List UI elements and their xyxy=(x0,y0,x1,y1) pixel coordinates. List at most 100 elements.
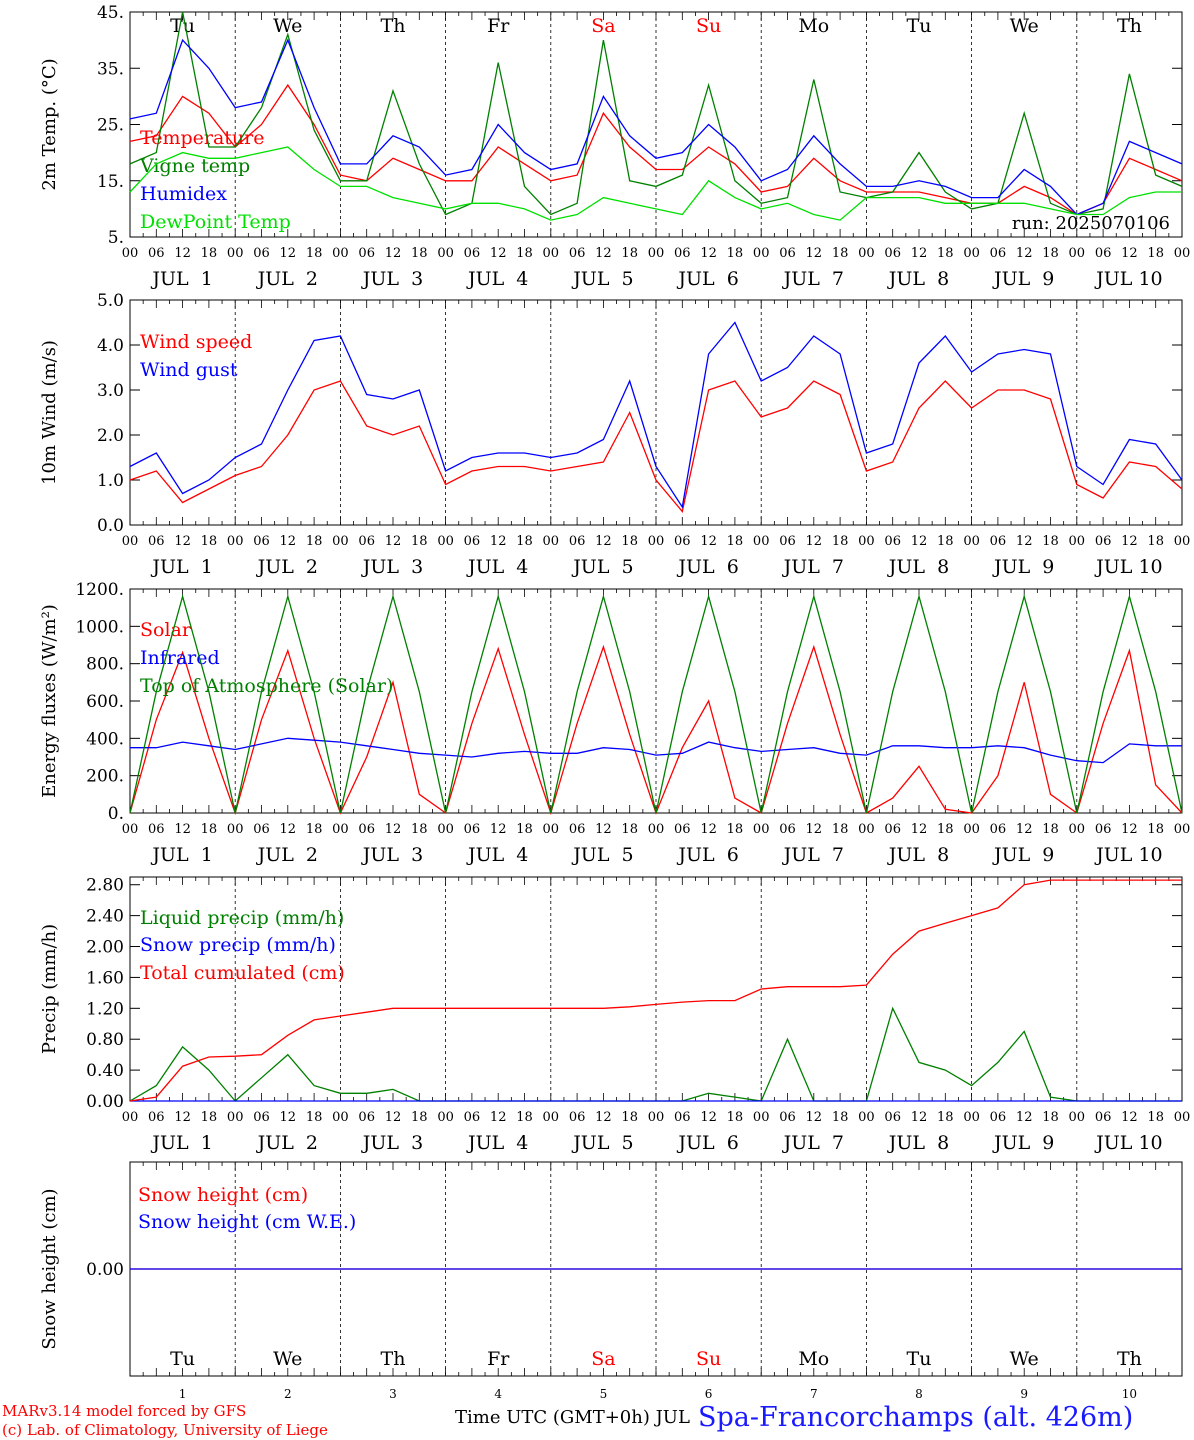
hour-label: 12 xyxy=(806,822,823,837)
hour-label: 18 xyxy=(1042,246,1059,261)
hour-label: 00 xyxy=(122,534,139,549)
hour-label: 06 xyxy=(884,1110,901,1125)
hour-label: 12 xyxy=(595,246,612,261)
hour-label: 00 xyxy=(227,246,244,261)
weekday-label: We xyxy=(1010,1348,1039,1370)
hour-label: 18 xyxy=(937,534,954,549)
hour-label: 18 xyxy=(937,1110,954,1125)
hour-label: 00 xyxy=(437,822,454,837)
y-axis-label: 10m Wind (m/s) xyxy=(39,340,60,485)
y-tick-label: 1000. xyxy=(75,617,124,637)
hour-label: 06 xyxy=(148,822,165,837)
y-tick-label: 35. xyxy=(97,59,124,79)
y-tick-label: 1.60 xyxy=(86,968,124,988)
hour-label: 12 xyxy=(700,534,717,549)
hour-label: 00 xyxy=(963,534,980,549)
y-tick-label: 0.00 xyxy=(86,1092,124,1112)
hour-label: 00 xyxy=(858,246,875,261)
weekday-label: Sa xyxy=(591,15,615,37)
hour-label: 06 xyxy=(990,534,1007,549)
date-label: JUL 7 xyxy=(782,1132,844,1154)
hour-label: 18 xyxy=(201,822,218,837)
hour-label: 00 xyxy=(1174,1110,1191,1125)
series-line-blue xyxy=(129,321,1183,509)
plot-frame xyxy=(129,588,1183,814)
hour-label: 18 xyxy=(832,822,849,837)
hour-label: 12 xyxy=(280,534,297,549)
date-label: JUL 5 xyxy=(571,556,633,578)
credit-line: (c) Lab. of Climatology, University of L… xyxy=(2,1421,328,1439)
hour-label: 12 xyxy=(700,822,717,837)
date-label: JUL 2 xyxy=(256,844,318,866)
hour-label: 12 xyxy=(174,1110,191,1125)
date-label: JUL 10 xyxy=(1094,556,1162,578)
y-tick-label: 0. xyxy=(108,804,124,824)
date-label: JUL 3 xyxy=(361,844,423,866)
day-number-label: 6 xyxy=(705,1387,713,1401)
panel-4: 0.00 0.40 0.80 1.20 1.60 2.00 2.40 2.80 Precip (… xyxy=(39,876,1190,1154)
hour-label: 12 xyxy=(280,822,297,837)
hour-label: 06 xyxy=(884,534,901,549)
weekday-label: Th xyxy=(1117,15,1142,37)
hour-label: 06 xyxy=(674,246,691,261)
date-label: JUL 1 xyxy=(150,1132,212,1154)
hour-label: 00 xyxy=(753,246,770,261)
hour-label: 18 xyxy=(937,822,954,837)
panel-1: 5. 15. 25. 35. 45. 2m Temp. (°C) Tu We Th Fr Sa Su M… xyxy=(39,3,1190,290)
date-label: JUL 10 xyxy=(1094,268,1162,290)
hour-label: 06 xyxy=(779,1110,796,1125)
date-label: JUL 2 xyxy=(256,268,318,290)
day-number-label: 8 xyxy=(915,1387,923,1401)
weekday-label: Su xyxy=(696,15,721,37)
series-line-blue xyxy=(129,38,1183,216)
date-label: JUL 5 xyxy=(571,268,633,290)
hour-label: 06 xyxy=(464,822,481,837)
weekday-label: Mo xyxy=(798,15,829,37)
date-label: JUL 7 xyxy=(782,556,844,578)
weekday-label: Th xyxy=(381,15,406,37)
hour-label: 12 xyxy=(174,246,191,261)
hour-label: 00 xyxy=(648,1110,665,1125)
day-number-label: 2 xyxy=(284,1387,292,1401)
date-label: JUL 10 xyxy=(1094,1132,1162,1154)
hour-label: 18 xyxy=(727,534,744,549)
hour-label: 12 xyxy=(911,1110,928,1125)
date-label: JUL 1 xyxy=(150,844,212,866)
hour-label: 12 xyxy=(700,1110,717,1125)
run-annotation: run: 2025070106 xyxy=(1012,213,1170,234)
hour-label: 12 xyxy=(1016,246,1033,261)
weekday-label: Sa xyxy=(591,1348,615,1370)
weekday-label: Mo xyxy=(798,1348,829,1370)
date-label: JUL 8 xyxy=(887,844,949,866)
hour-label: 06 xyxy=(569,534,586,549)
hour-label: 18 xyxy=(832,246,849,261)
y-tick-label: 15. xyxy=(97,172,124,192)
y-tick-label: 4.0 xyxy=(97,336,124,356)
hour-label: 18 xyxy=(621,822,638,837)
hour-label: 06 xyxy=(990,822,1007,837)
y-axis-label: 2m Temp. (°C) xyxy=(39,58,60,190)
hour-label: 12 xyxy=(1016,534,1033,549)
hour-label: 18 xyxy=(621,534,638,549)
y-tick-label: 0.80 xyxy=(86,1030,124,1050)
hour-label: 06 xyxy=(1095,534,1112,549)
hour-label: 00 xyxy=(1174,246,1191,261)
y-tick-label: 1.0 xyxy=(97,471,124,491)
hour-label: 00 xyxy=(648,822,665,837)
hour-label: 06 xyxy=(253,1110,270,1125)
series-line-lime xyxy=(129,146,1182,221)
hour-label: 00 xyxy=(1069,246,1086,261)
hour-label: 18 xyxy=(306,246,323,261)
y-tick-label: 2.80 xyxy=(86,876,124,896)
date-label: JUL 4 xyxy=(466,556,528,578)
hour-label: 06 xyxy=(1095,246,1112,261)
hour-label: 00 xyxy=(543,1110,560,1125)
legend-entry: Temperature xyxy=(140,127,264,149)
weekday-label: We xyxy=(273,1348,302,1370)
hour-label: 12 xyxy=(385,246,402,261)
day-number-label: 7 xyxy=(810,1387,818,1401)
date-label: JUL 9 xyxy=(992,268,1054,290)
hour-label: 12 xyxy=(806,1110,823,1125)
hour-label: 18 xyxy=(621,1110,638,1125)
